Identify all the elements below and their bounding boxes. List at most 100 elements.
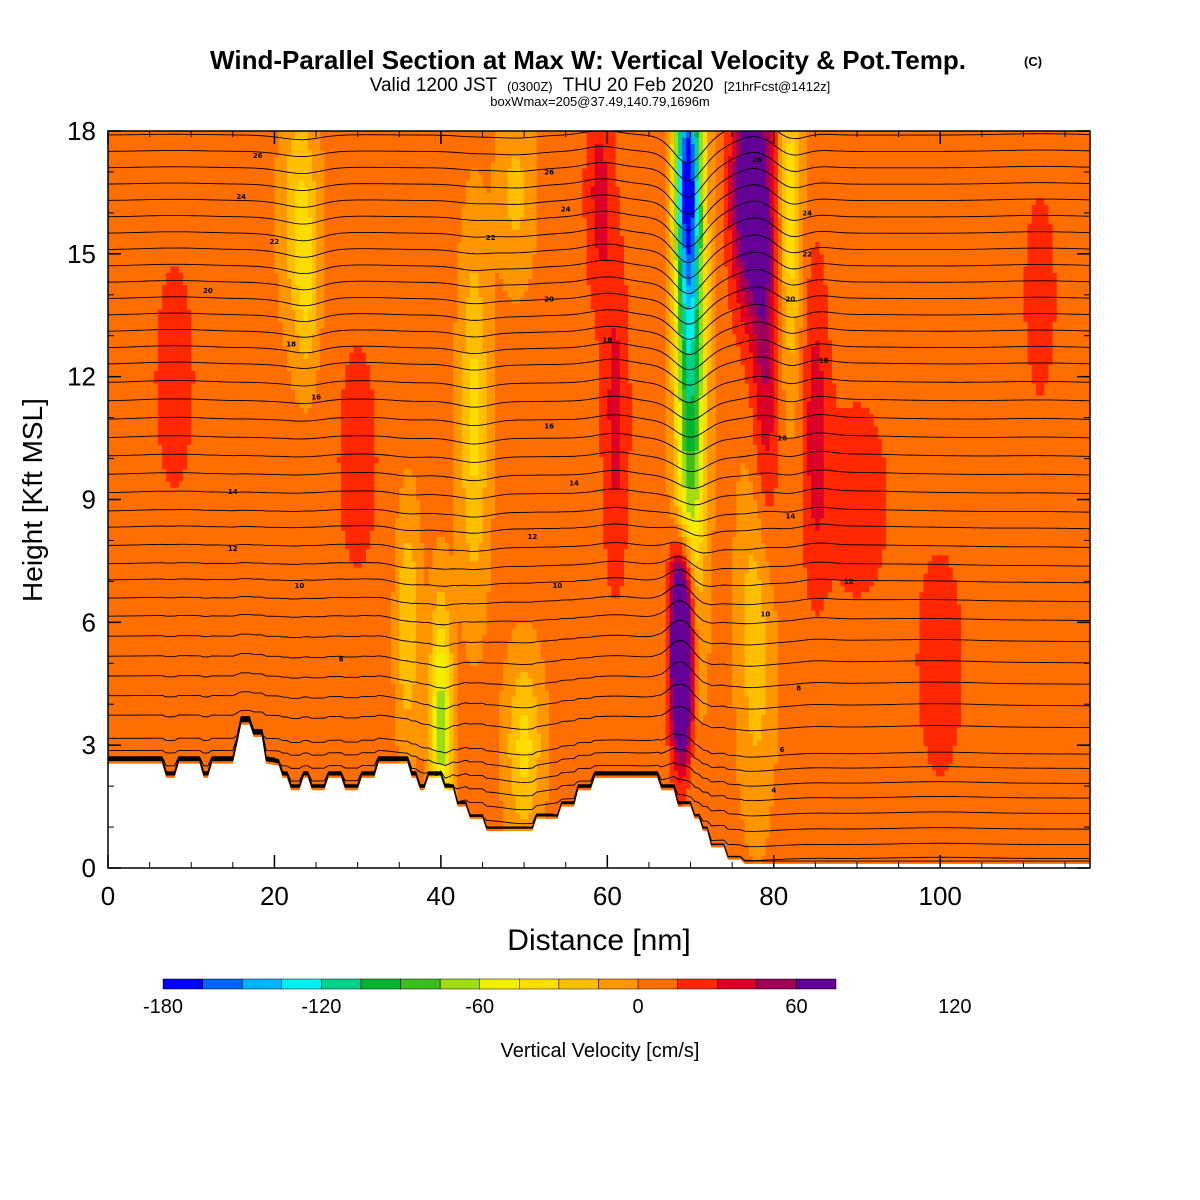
velocity-cell xyxy=(150,671,155,678)
velocity-cell xyxy=(116,475,121,482)
velocity-cell xyxy=(137,585,142,592)
velocity-cell xyxy=(145,622,150,629)
velocity-cell xyxy=(170,186,175,193)
velocity-cell xyxy=(150,678,155,685)
velocity-cell xyxy=(141,604,146,611)
velocity-cell xyxy=(150,328,155,335)
velocity-cell xyxy=(145,604,150,611)
velocity-cell xyxy=(112,291,117,298)
box-wmax-info: boxWmax=205@37.49,140.79,1696m xyxy=(490,94,710,109)
velocity-cell xyxy=(125,481,130,488)
velocity-cell xyxy=(120,475,125,482)
velocity-cell xyxy=(166,745,171,752)
velocity-cell xyxy=(150,377,155,384)
velocity-cell xyxy=(145,555,150,562)
velocity-cell xyxy=(112,530,117,537)
velocity-cell xyxy=(154,604,159,611)
velocity-cell xyxy=(120,340,125,347)
velocity-cell xyxy=(141,242,146,249)
velocity-cell xyxy=(116,291,121,298)
velocity-cell xyxy=(120,174,125,181)
velocity-cell xyxy=(125,444,130,451)
velocity-cell xyxy=(116,444,121,451)
velocity-cell xyxy=(175,702,180,709)
velocity-cell xyxy=(175,475,180,482)
velocity-cell xyxy=(154,285,159,292)
velocity-cell xyxy=(141,211,146,218)
velocity-cell xyxy=(162,530,167,537)
velocity-cell xyxy=(133,364,138,371)
velocity-cell xyxy=(125,217,130,224)
velocity-cell xyxy=(166,475,171,482)
velocity-cell xyxy=(158,432,163,439)
velocity-cell xyxy=(116,549,121,556)
velocity-cell xyxy=(125,659,130,666)
velocity-cell xyxy=(133,291,138,298)
velocity-cell xyxy=(162,303,167,310)
velocity-cell xyxy=(145,395,150,402)
velocity-cell xyxy=(129,334,134,341)
velocity-cell xyxy=(158,315,163,322)
velocity-cell xyxy=(158,420,163,427)
velocity-cell xyxy=(129,647,134,654)
velocity-cell xyxy=(150,628,155,635)
velocity-cell xyxy=(112,321,117,328)
velocity-cell xyxy=(145,426,150,433)
velocity-cell xyxy=(129,536,134,543)
velocity-cell xyxy=(154,665,159,672)
velocity-cell xyxy=(162,727,167,734)
velocity-cell xyxy=(116,272,121,279)
velocity-cell xyxy=(120,678,125,685)
velocity-cell xyxy=(145,469,150,476)
velocity-cell xyxy=(154,260,159,267)
velocity-cell xyxy=(116,628,121,635)
velocity-cell xyxy=(116,192,121,199)
velocity-cell xyxy=(137,487,142,494)
velocity-cell xyxy=(158,671,163,678)
velocity-cell xyxy=(158,217,163,224)
velocity-cell xyxy=(170,573,175,580)
velocity-cell xyxy=(162,192,167,199)
velocity-cell xyxy=(170,684,175,691)
velocity-cell xyxy=(170,518,175,525)
velocity-cell xyxy=(112,168,117,175)
velocity-cell xyxy=(166,757,171,764)
velocity-cell xyxy=(116,727,121,734)
velocity-cell xyxy=(141,278,146,285)
velocity-cell xyxy=(125,143,130,150)
velocity-cell xyxy=(133,352,138,359)
velocity-cell xyxy=(162,334,167,341)
velocity-cell xyxy=(112,721,117,728)
velocity-cell xyxy=(162,512,167,519)
velocity-cell xyxy=(166,438,171,445)
velocity-cell xyxy=(116,149,121,156)
velocity-cell xyxy=(129,174,134,181)
velocity-cell xyxy=(150,414,155,421)
velocity-cell xyxy=(158,555,163,562)
velocity-cell xyxy=(116,708,121,715)
velocity-cell xyxy=(150,137,155,144)
velocity-cell xyxy=(129,561,134,568)
velocity-cell xyxy=(125,616,130,623)
velocity-cell xyxy=(116,678,121,685)
velocity-cell xyxy=(170,371,175,378)
velocity-cell xyxy=(175,463,180,470)
velocity-cell xyxy=(125,254,130,261)
velocity-cell xyxy=(166,432,171,439)
velocity-cell xyxy=(158,678,163,685)
velocity-cell xyxy=(162,291,167,298)
forecast-info: [21hrFcst@1412z] xyxy=(724,79,830,94)
velocity-cell xyxy=(129,186,134,193)
velocity-cell xyxy=(166,665,171,672)
velocity-cell xyxy=(170,604,175,611)
velocity-cell xyxy=(137,168,142,175)
velocity-cell xyxy=(116,665,121,672)
velocity-cell xyxy=(170,555,175,562)
velocity-cell xyxy=(112,242,117,249)
velocity-cell xyxy=(116,635,121,642)
velocity-cell xyxy=(133,407,138,414)
velocity-cell xyxy=(125,174,130,181)
velocity-cell xyxy=(120,186,125,193)
velocity-cell xyxy=(116,186,121,193)
velocity-cell xyxy=(154,272,159,279)
